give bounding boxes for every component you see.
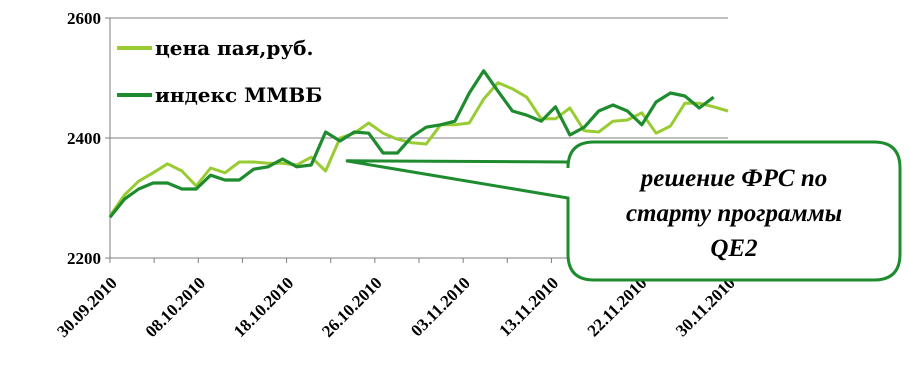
y-axis-ticks: 2600 2400 2200: [67, 9, 110, 268]
x-tick-label: 03.11.2010: [407, 273, 474, 340]
y-tick-label: 2600: [67, 9, 101, 28]
legend-label: индекс ММВБ: [155, 83, 322, 107]
series-line-1: [108, 69, 715, 219]
annotation-text: старту программы: [626, 200, 842, 227]
x-tick-label: 18.10.2010: [230, 273, 298, 341]
annotation-text: решение ФРС по: [639, 165, 828, 192]
y-tick-label: 2400: [67, 129, 101, 148]
y-tick-label: 2200: [67, 249, 101, 268]
x-tick-label: 08.10.2010: [142, 273, 210, 341]
annotation-text: QE2: [710, 235, 757, 262]
x-tick-label: 13.11.2010: [495, 273, 562, 340]
series-line-0: [108, 81, 729, 217]
x-tick-label: 30.09.2010: [53, 273, 121, 341]
legend: цена пая,руб. индекс ММВБ: [117, 36, 322, 107]
x-tick-label: 22.11.2010: [584, 273, 651, 340]
x-tick-label: 30.11.2010: [672, 273, 739, 340]
callout-bubble: [345, 140, 902, 282]
x-tick-label: 26.10.2010: [318, 273, 386, 341]
series-lines: [108, 69, 729, 219]
legend-label: цена пая,руб.: [155, 36, 314, 60]
annotation-callout: решение ФРС по старту программы QE2: [345, 140, 902, 282]
